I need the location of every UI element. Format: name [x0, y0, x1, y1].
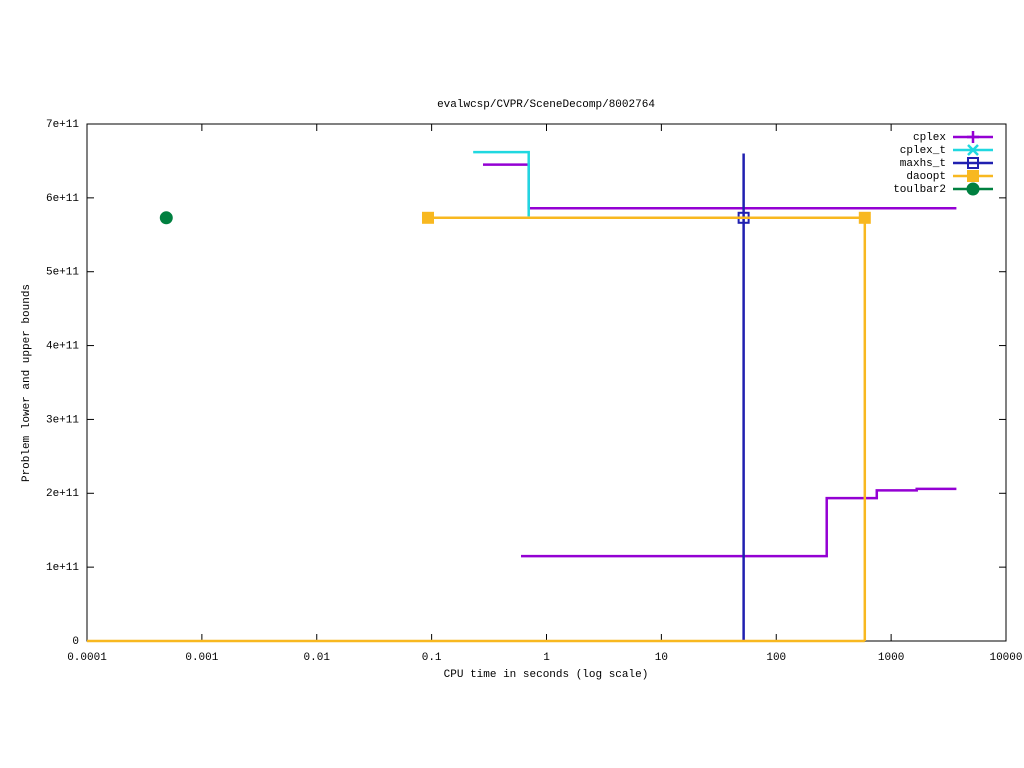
- y-tick-label: 4e+11: [46, 340, 79, 352]
- x-tick-label: 1: [543, 652, 550, 664]
- x-tick-label: 100: [766, 652, 786, 664]
- x-tick-label: 0.001: [185, 652, 218, 664]
- y-tick-label: 2e+11: [46, 488, 79, 500]
- x-tick-label: 10000: [989, 652, 1022, 664]
- x-axis-label: CPU time in seconds (log scale): [444, 669, 649, 681]
- legend-label: maxhs_t: [900, 158, 946, 170]
- legend-label: cplex_t: [900, 145, 946, 157]
- chart-title: evalwcsp/CVPR/SceneDecomp/8002764: [437, 99, 655, 111]
- marker: [966, 182, 980, 196]
- marker: [159, 211, 173, 225]
- y-tick-label: 5e+11: [46, 267, 79, 279]
- x-tick-label: 0.0001: [67, 652, 107, 664]
- series-line: [521, 487, 957, 558]
- series-line: [428, 216, 867, 641]
- legend-label: daoopt: [906, 171, 946, 183]
- y-tick-label: 7e+11: [46, 119, 79, 131]
- marker: [967, 157, 979, 169]
- y-tick-label: 1e+11: [46, 562, 79, 574]
- marker: [967, 170, 979, 182]
- y-tick-label: 3e+11: [46, 414, 79, 426]
- marker: [967, 144, 979, 156]
- series-line: [482, 163, 957, 210]
- plot-frame: [86, 123, 1007, 642]
- series-line: [473, 150, 530, 217]
- y-tick-label: 6e+11: [46, 193, 79, 205]
- x-tick-label: 1000: [878, 652, 904, 664]
- legend-label: cplex: [913, 132, 946, 144]
- x-tick-label: 0.1: [422, 652, 442, 664]
- y-axis-label: Problem lower and upper bounds: [21, 284, 33, 482]
- marker: [422, 211, 435, 224]
- marker: [858, 211, 871, 224]
- legend-label: toulbar2: [893, 184, 946, 196]
- y-tick-label: 0: [72, 636, 79, 648]
- x-tick-label: 10: [655, 652, 668, 664]
- x-tick-label: 0.01: [304, 652, 331, 664]
- marker: [967, 131, 979, 143]
